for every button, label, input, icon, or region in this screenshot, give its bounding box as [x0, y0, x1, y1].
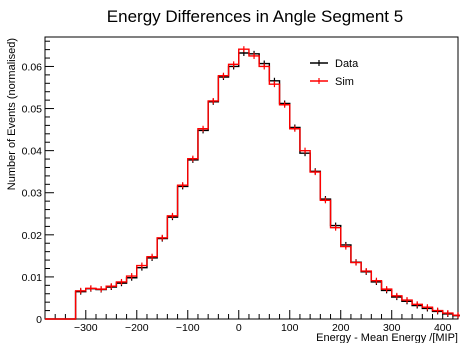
y-tick-label: 0.05 [22, 104, 43, 116]
y-tick-label: 0 [36, 314, 42, 326]
y-axis-label: Number of Events (normalised) [6, 38, 18, 190]
chart-title: Energy Differences in Angle Segment 5 [107, 7, 403, 26]
series-data [45, 49, 460, 320]
legend: Data Sim [310, 58, 359, 88]
series-sim [45, 46, 460, 320]
x-tick-label: −100 [176, 322, 200, 334]
series-layer [45, 46, 460, 320]
legend-label: Sim [335, 76, 354, 88]
x-tick-label: 100 [281, 322, 299, 334]
x-tick-label: −200 [125, 322, 149, 334]
y-tick-label: 0.01 [22, 272, 43, 284]
series-line-sim [45, 48, 460, 320]
legend-label: Data [335, 58, 359, 70]
x-axis-label: Energy - Mean Energy /[MIP] [316, 332, 458, 343]
x-tick-label: 0 [236, 322, 242, 334]
x-tick-label: 200 [332, 322, 350, 334]
legend-item-data: Data [310, 58, 359, 70]
y-axis: 0 0.01 0.02 0.03 0.04 0.05 0.06 [22, 40, 54, 326]
y-tick-label: 0.06 [22, 61, 43, 73]
x-tick-label: 300 [383, 322, 401, 334]
y-tick-label: 0.03 [22, 188, 43, 200]
x-axis: −300 −200 −100 0 100 200 300 400 [54, 310, 454, 334]
y-tick-label: 0.04 [22, 146, 43, 158]
plot-frame [44, 36, 459, 320]
legend-item-sim: Sim [310, 76, 354, 88]
x-tick-label: 400 [434, 322, 452, 334]
x-tick-label: −300 [74, 322, 98, 334]
y-tick-label: 0.02 [22, 230, 43, 242]
series-line-data [45, 52, 460, 320]
